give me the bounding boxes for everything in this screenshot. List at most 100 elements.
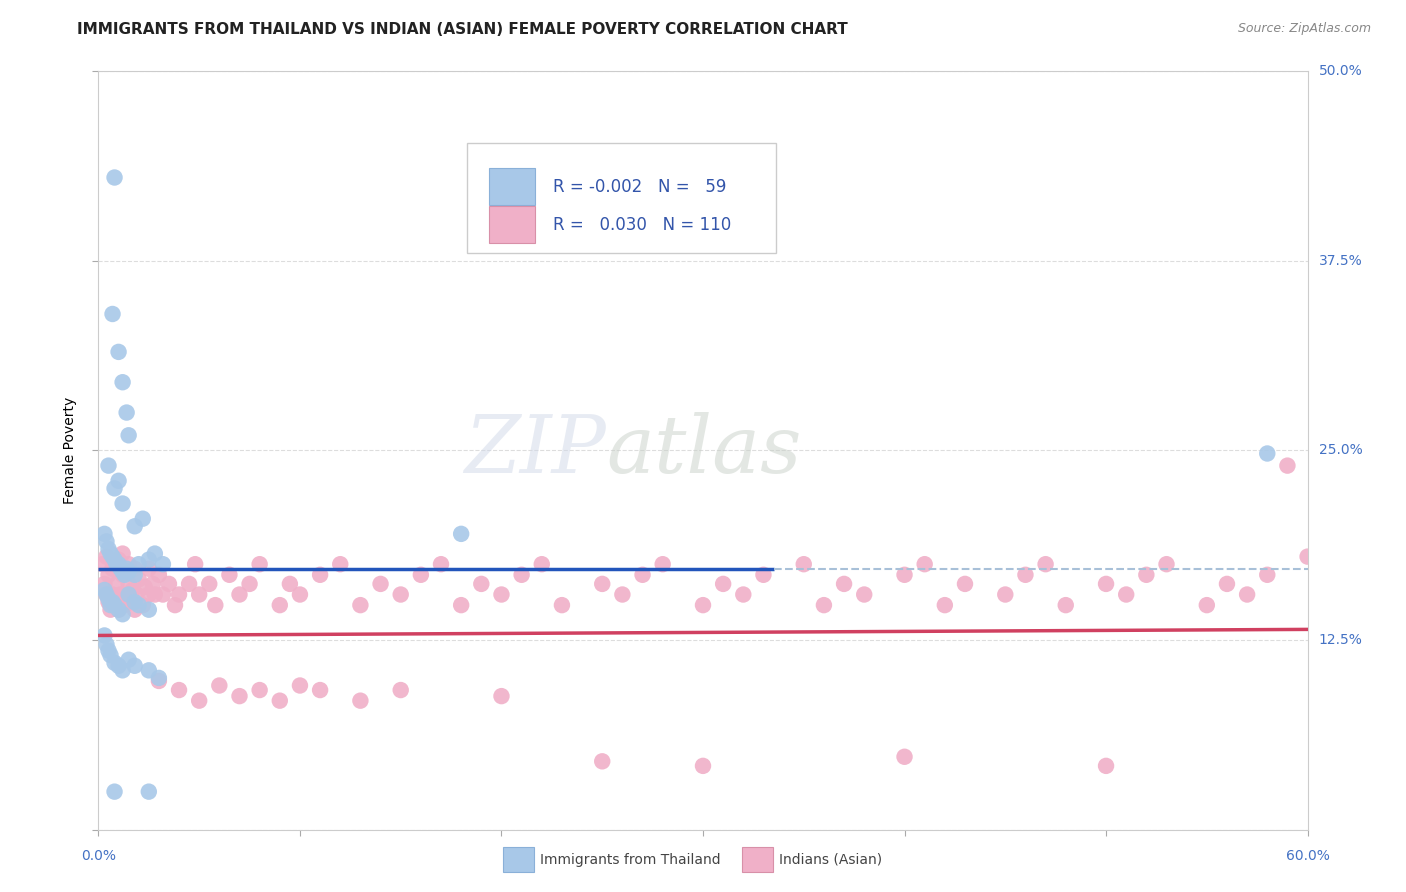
- Point: [934, 598, 956, 612]
- Point: [389, 588, 412, 602]
- Point: [101, 562, 124, 576]
- Point: [188, 588, 211, 602]
- Point: [953, 577, 976, 591]
- Point: [100, 648, 122, 662]
- Point: [124, 562, 146, 576]
- Text: ZIP: ZIP: [464, 412, 606, 489]
- Point: [1277, 458, 1299, 473]
- Point: [143, 547, 166, 561]
- Point: [631, 567, 654, 582]
- Point: [288, 678, 311, 692]
- Point: [853, 588, 876, 602]
- Point: [91, 557, 114, 572]
- Point: [128, 573, 150, 587]
- Point: [118, 588, 141, 602]
- Point: [111, 376, 134, 390]
- Point: [114, 567, 136, 582]
- Point: [110, 562, 132, 576]
- Text: 60.0%: 60.0%: [1285, 849, 1330, 863]
- Point: [93, 582, 115, 597]
- Text: 37.5%: 37.5%: [1319, 254, 1362, 268]
- Point: [208, 678, 231, 692]
- Point: [389, 683, 412, 698]
- Point: [111, 607, 134, 622]
- Y-axis label: Female Poverty: Female Poverty: [63, 397, 77, 504]
- Text: Immigrants from Thailand: Immigrants from Thailand: [540, 853, 720, 867]
- Point: [118, 653, 141, 667]
- Point: [1236, 588, 1258, 602]
- Point: [103, 552, 125, 566]
- Point: [1296, 549, 1319, 564]
- Point: [269, 694, 291, 708]
- Point: [128, 598, 150, 612]
- Text: IMMIGRANTS FROM THAILAND VS INDIAN (ASIAN) FEMALE POVERTY CORRELATION CHART: IMMIGRANTS FROM THAILAND VS INDIAN (ASIA…: [77, 22, 848, 37]
- Point: [111, 565, 134, 579]
- Point: [114, 598, 136, 612]
- Point: [101, 549, 124, 564]
- Point: [491, 588, 513, 602]
- Point: [120, 595, 142, 609]
- Point: [249, 683, 271, 698]
- Point: [97, 567, 120, 582]
- Point: [692, 759, 714, 773]
- Point: [138, 664, 160, 678]
- Point: [103, 656, 125, 670]
- Point: [152, 588, 174, 602]
- Point: [1095, 759, 1118, 773]
- Point: [733, 588, 755, 602]
- Point: [288, 588, 311, 602]
- Text: R =   0.030   N = 110: R = 0.030 N = 110: [553, 216, 731, 234]
- Point: [167, 683, 190, 698]
- Point: [893, 749, 915, 764]
- Point: [97, 458, 120, 473]
- Point: [1216, 577, 1239, 591]
- Point: [530, 557, 553, 572]
- Point: [121, 582, 143, 597]
- Point: [430, 557, 453, 572]
- Point: [994, 588, 1017, 602]
- Point: [329, 557, 352, 572]
- Point: [96, 638, 118, 652]
- Point: [1256, 567, 1278, 582]
- Point: [167, 588, 190, 602]
- Point: [309, 567, 332, 582]
- Point: [1095, 577, 1118, 591]
- Text: Source: ZipAtlas.com: Source: ZipAtlas.com: [1237, 22, 1371, 36]
- Point: [692, 598, 714, 612]
- Point: [278, 577, 301, 591]
- Point: [470, 577, 492, 591]
- FancyBboxPatch shape: [467, 144, 776, 253]
- Point: [97, 643, 120, 657]
- Point: [93, 577, 115, 591]
- Text: R = -0.002   N =   59: R = -0.002 N = 59: [553, 178, 727, 195]
- Point: [893, 567, 915, 582]
- Point: [97, 592, 120, 607]
- Point: [188, 694, 211, 708]
- Point: [100, 547, 122, 561]
- Point: [152, 557, 174, 572]
- Point: [138, 603, 160, 617]
- Point: [93, 628, 115, 642]
- Point: [370, 577, 392, 591]
- Point: [143, 588, 166, 602]
- Point: [228, 588, 250, 602]
- Point: [107, 344, 129, 359]
- Point: [97, 542, 120, 557]
- Point: [1014, 567, 1036, 582]
- Point: [1054, 598, 1077, 612]
- Point: [107, 658, 129, 673]
- Point: [103, 170, 125, 185]
- Point: [752, 567, 775, 582]
- Point: [110, 588, 132, 602]
- Point: [101, 307, 124, 321]
- Point: [115, 562, 138, 576]
- Point: [409, 567, 432, 582]
- Point: [101, 595, 124, 609]
- Point: [163, 598, 186, 612]
- FancyBboxPatch shape: [489, 169, 534, 205]
- Point: [107, 557, 129, 572]
- Point: [711, 577, 734, 591]
- Point: [612, 588, 634, 602]
- Point: [914, 557, 936, 572]
- Point: [111, 547, 134, 561]
